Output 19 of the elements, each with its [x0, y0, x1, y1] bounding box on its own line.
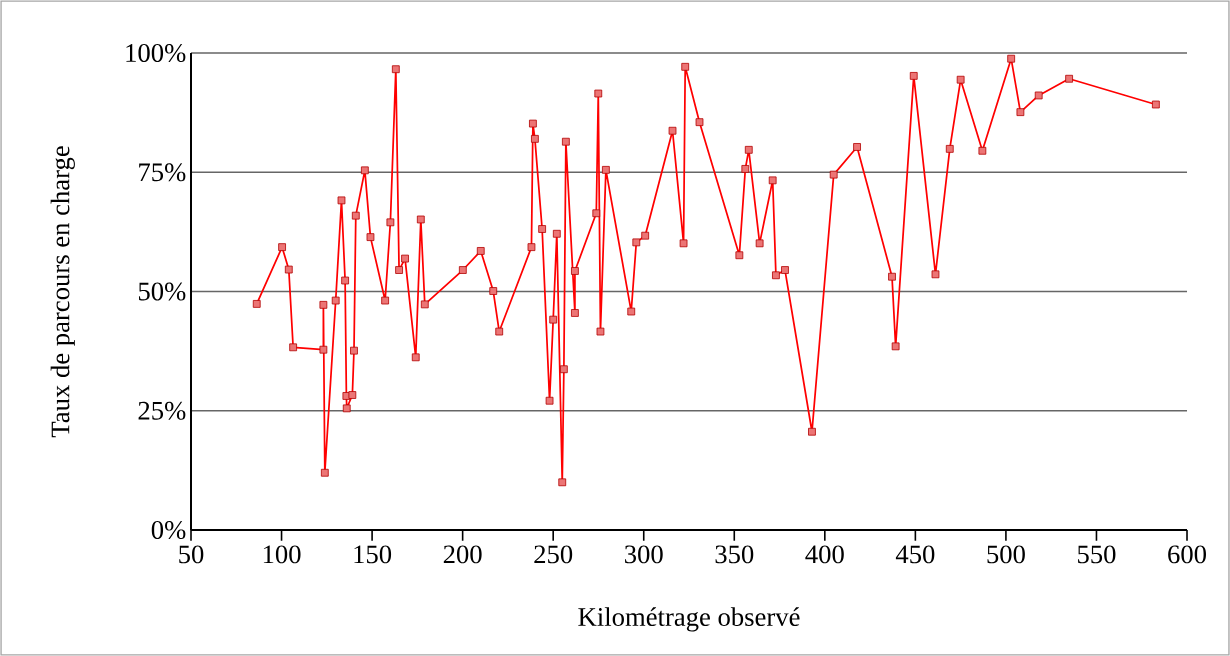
x-tick-label: 50 — [179, 545, 204, 564]
y-tick-label: 50% — [138, 282, 186, 301]
x-axis-title: Kilométrage observé — [578, 607, 800, 632]
x-tick-label: 150 — [354, 545, 392, 564]
y-tick-label: 0% — [151, 520, 186, 540]
x-tick-label: 300 — [625, 545, 663, 564]
x-tick-label: 600 — [1168, 545, 1206, 564]
x-tick-label: 100 — [263, 545, 301, 564]
x-tick-label: 350 — [715, 545, 754, 564]
x-tick-label: 550 — [1078, 545, 1116, 564]
y-tick-label: 100% — [126, 43, 186, 63]
y-tick-label: 75% — [139, 163, 186, 182]
x-tick-label: 450 — [895, 545, 935, 564]
x-tick-label: 400 — [805, 545, 844, 564]
y-tick-label: 25% — [138, 401, 186, 420]
x-tick-label: 250 — [534, 545, 573, 564]
x-tick-label: 500 — [987, 545, 1025, 564]
x-tick-label: 200 — [443, 545, 482, 564]
y-axis-title: Taux de parcours en charge — [50, 146, 75, 438]
